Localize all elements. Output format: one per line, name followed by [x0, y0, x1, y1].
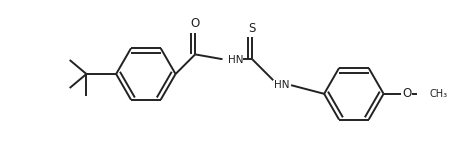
Text: O: O [403, 87, 412, 100]
Text: HN: HN [274, 80, 290, 90]
Text: CH₃: CH₃ [429, 89, 447, 99]
Text: S: S [249, 22, 256, 35]
Text: O: O [190, 17, 200, 30]
Text: HN: HN [227, 55, 243, 65]
